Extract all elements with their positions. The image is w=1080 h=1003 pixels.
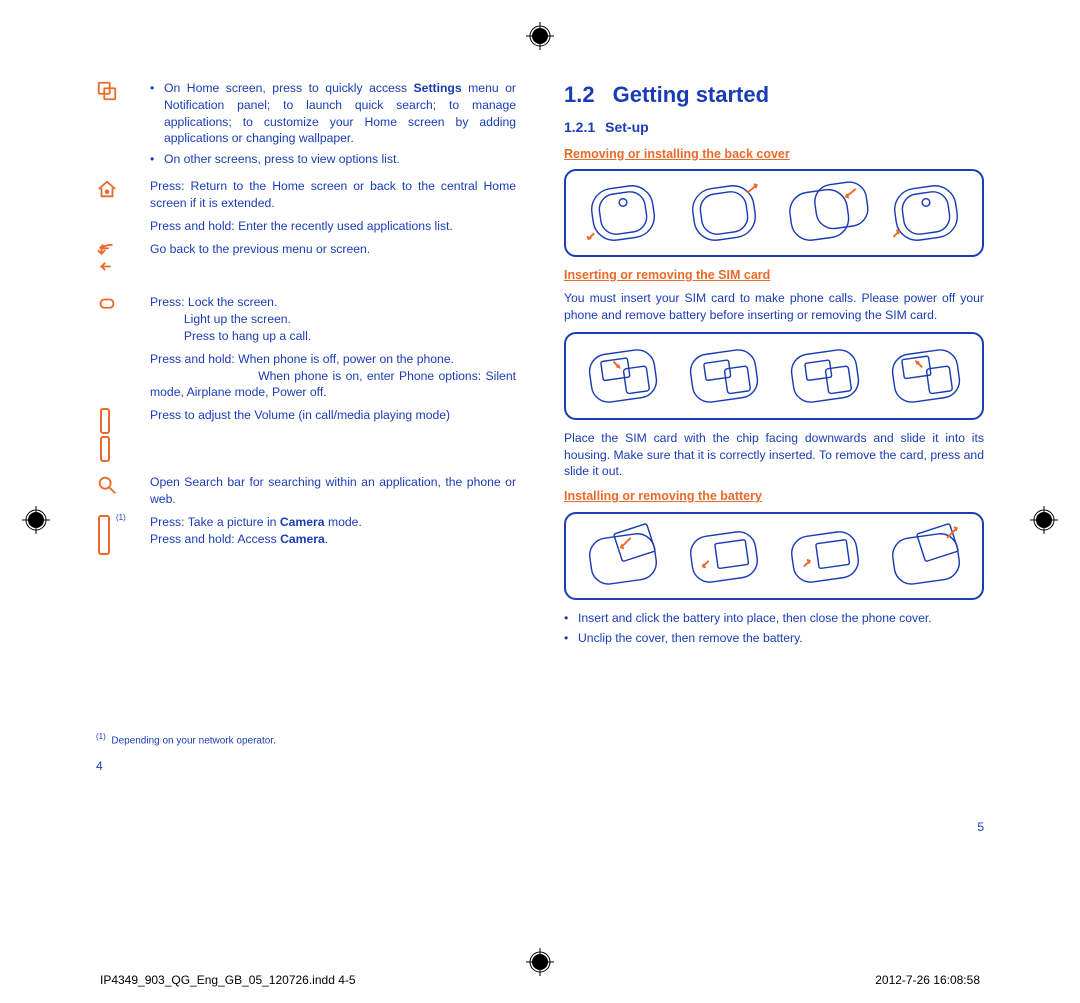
search-icon — [96, 474, 142, 508]
registration-mark-top — [526, 22, 554, 50]
body-text: Light up the screen. — [150, 311, 516, 328]
body-text: Open Search bar for searching within an … — [150, 474, 516, 508]
body-text: Press: Return to the Home screen or back… — [150, 178, 516, 212]
slug-line: IP4349_903_QG_Eng_GB_05_120726.indd 4-5 … — [100, 973, 980, 987]
body-text: Place the SIM card with the chip facing … — [564, 430, 984, 480]
heading-1: 1.2Getting started — [564, 80, 984, 110]
illustration-sim-card — [564, 332, 984, 420]
power-button-icon — [96, 294, 142, 401]
body-text: When phone is on, enter Phone options: S… — [150, 368, 516, 402]
body-text: Press to adjust the Volume (in call/medi… — [150, 407, 516, 424]
page-number: 4 — [96, 758, 516, 775]
body-text: Press and hold: When phone is off, power… — [150, 351, 516, 368]
registration-mark-bottom — [526, 948, 554, 976]
slug-date: 2012-7-26 16:08:58 — [875, 973, 980, 987]
body-text: On Home screen, press to quickly access … — [164, 80, 516, 147]
footnote-ref: (1) — [116, 512, 126, 523]
registration-mark-left — [22, 506, 50, 534]
page-left: •On Home screen, press to quickly access… — [96, 80, 516, 836]
volume-rocker-icon — [96, 407, 142, 468]
body-text: Press: Take a picture in Camera mode. — [150, 514, 516, 531]
heading-2: 1.2.1Set-up — [564, 118, 984, 137]
body-text: On other screens, press to view options … — [164, 151, 400, 168]
registration-mark-right — [1030, 506, 1058, 534]
body-text: Go back to the previous menu or screen. — [150, 241, 516, 258]
body-text: You must insert your SIM card to make ph… — [564, 290, 984, 324]
menu-icon — [96, 80, 142, 172]
camera-button-icon: (1) — [96, 514, 142, 561]
body-text: Press to hang up a call. — [150, 328, 516, 345]
slug-file: IP4349_903_QG_Eng_GB_05_120726.indd 4-5 — [100, 973, 356, 987]
heading-3: Removing or installing the back cover — [564, 146, 984, 163]
illustration-battery — [564, 512, 984, 600]
body-text: Insert and click the battery into place,… — [578, 610, 932, 627]
heading-3: Installing or removing the battery — [564, 488, 984, 505]
body-text: Press and hold: Enter the recently used … — [150, 218, 516, 235]
back-icon — [96, 241, 142, 289]
page-right: 1.2Getting started 1.2.1Set-up Removing … — [564, 80, 984, 836]
body-text: Press and hold: Access Camera. — [150, 531, 516, 548]
footnote: (1) Depending on your network operator. — [96, 731, 516, 748]
home-icon — [96, 178, 142, 234]
illustration-back-cover — [564, 169, 984, 257]
body-text: Press: Lock the screen. — [150, 294, 516, 311]
heading-3: Inserting or removing the SIM card — [564, 267, 984, 284]
page-number: 5 — [564, 819, 984, 836]
body-text: Unclip the cover, then remove the batter… — [578, 630, 803, 647]
